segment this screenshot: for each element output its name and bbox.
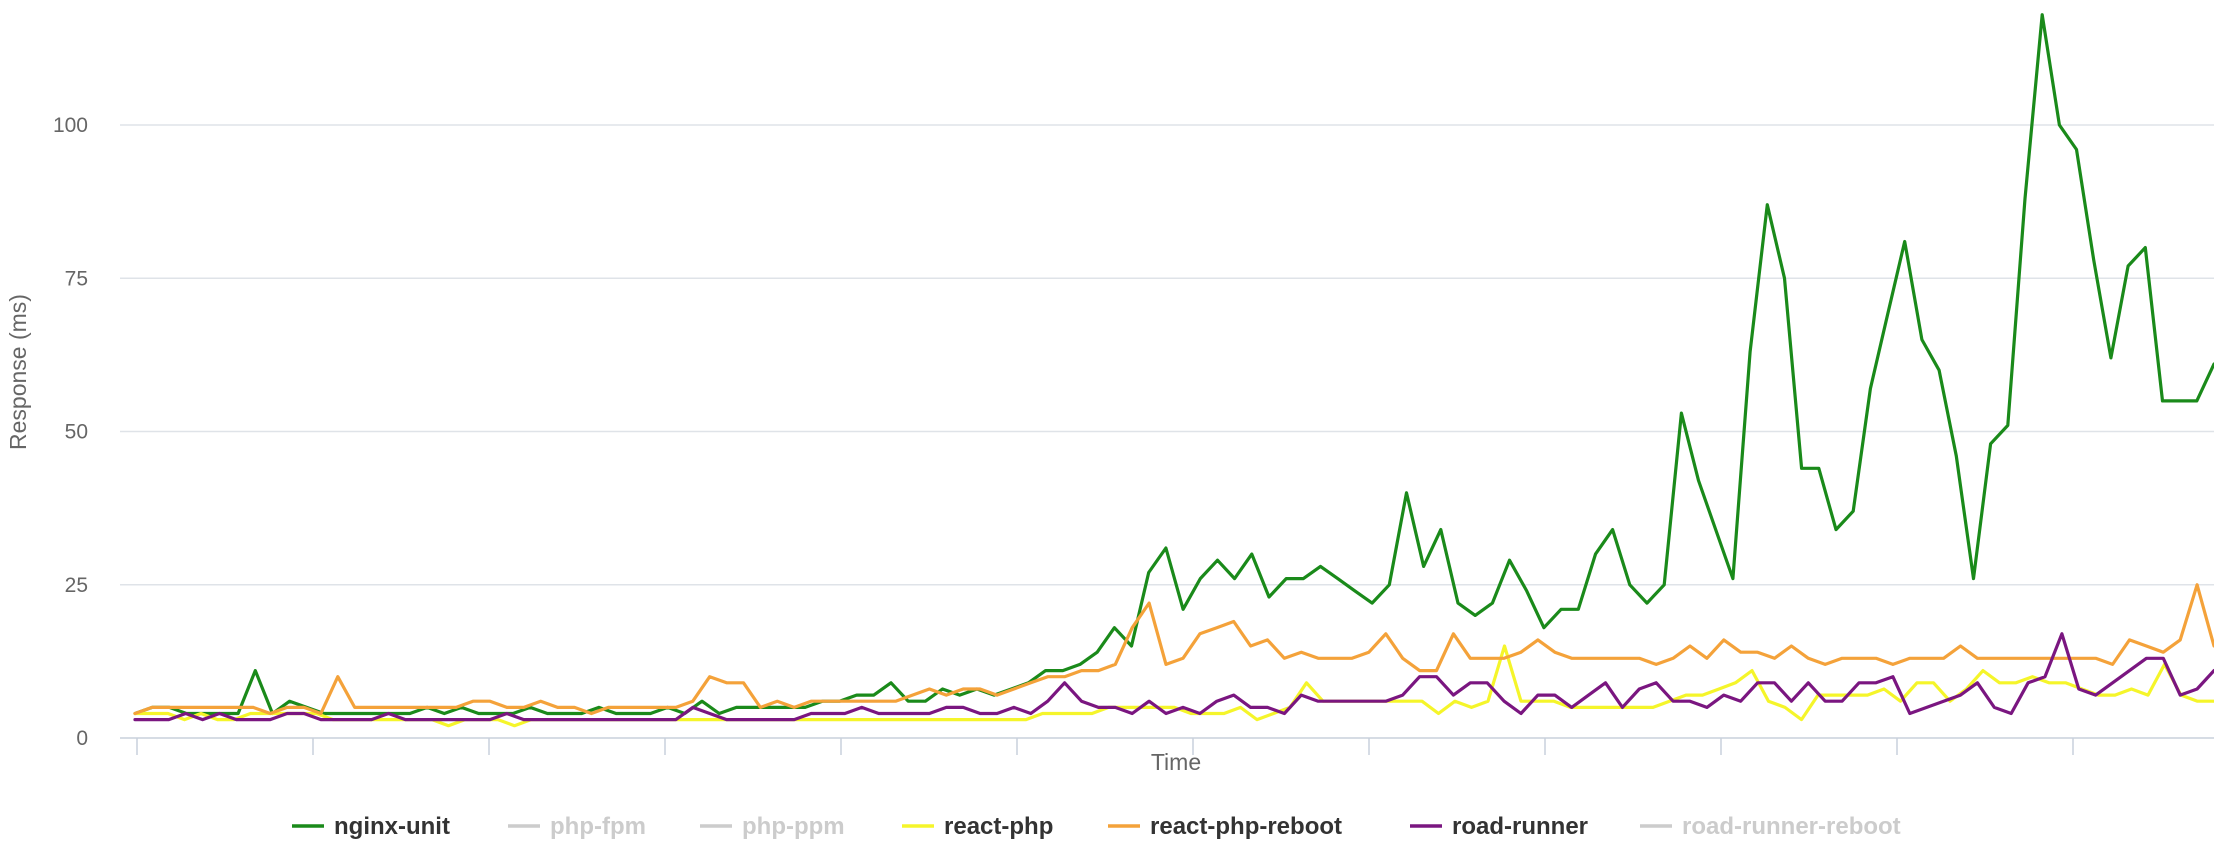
legend-item-road-runner[interactable]: road-runner — [1410, 813, 1588, 840]
y-tick-label-100: 100 — [53, 114, 88, 137]
legend-label: php-ppm — [742, 813, 845, 840]
legend-item-php-fpm[interactable]: php-fpm — [508, 813, 646, 840]
series-line-road-runner[interactable] — [133, 632, 2214, 722]
series-line-react-php-reboot[interactable] — [133, 583, 2214, 716]
gridlines — [120, 124, 2214, 586]
legend-label: nginx-unit — [334, 813, 450, 840]
y-tick-label-0: 0 — [76, 727, 88, 750]
legend-label: road-runner-reboot — [1682, 813, 1901, 840]
legend: nginx-unit php-fpm php-ppm react-php react-p… — [292, 813, 1901, 840]
legend-item-react-php-reboot[interactable]: react-php-reboot — [1108, 813, 1342, 840]
x-axis-title: Time — [1151, 749, 1201, 775]
y-tick-label-25: 25 — [65, 574, 88, 597]
legend-label: road-runner — [1452, 813, 1588, 840]
y-tick-label-75: 75 — [65, 267, 88, 290]
y-axis-title: Response (ms) — [5, 294, 31, 450]
legend-label: php-fpm — [550, 813, 646, 840]
y-tick-label-50: 50 — [65, 421, 88, 444]
legend-item-nginx-unit[interactable]: nginx-unit — [292, 813, 450, 840]
legend-item-road-runner-reboot[interactable]: road-runner-reboot — [1640, 813, 1901, 840]
legend-item-react-php[interactable]: react-php — [902, 813, 1053, 840]
legend-item-php-ppm[interactable]: php-ppm — [700, 813, 845, 840]
series-lines — [133, 13, 2214, 728]
legend-label: react-php — [944, 813, 1053, 840]
series-line-nginx-unit[interactable] — [133, 13, 2214, 716]
legend-label: react-php-reboot — [1150, 813, 1342, 840]
axes: 0 25 50 75 100 — [53, 114, 2214, 755]
